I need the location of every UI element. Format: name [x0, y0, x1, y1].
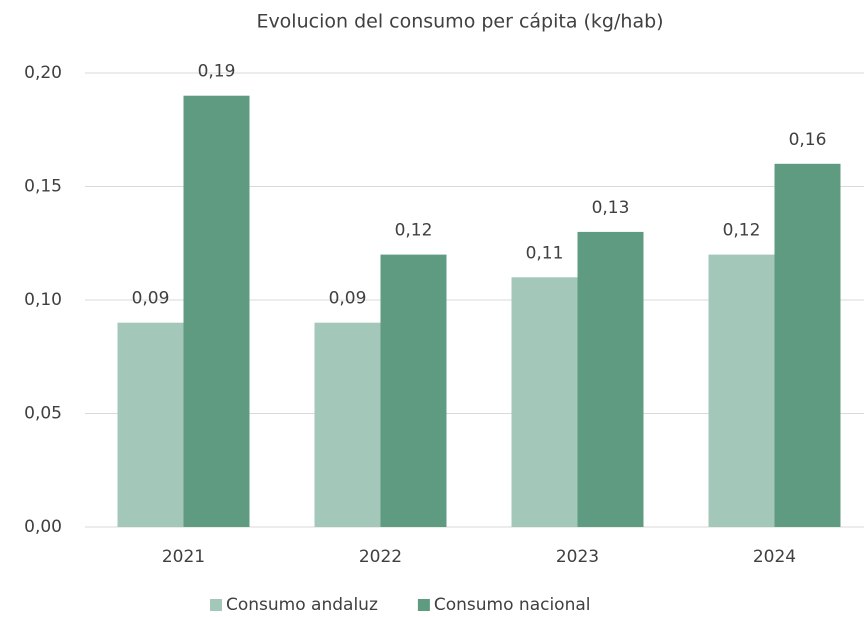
bar: [774, 163, 841, 528]
bar: [380, 254, 447, 527]
x-tick-label: 2024: [753, 547, 796, 567]
data-label: 0,12: [723, 221, 761, 241]
legend-label: Consumo nacional: [434, 595, 591, 615]
data-label: 0,09: [329, 289, 367, 309]
data-label: 0,19: [198, 62, 236, 82]
data-label: 0,12: [395, 221, 433, 241]
y-tick-label: 0,00: [24, 517, 62, 537]
bar: [314, 322, 381, 527]
x-tick-label: 2023: [556, 547, 599, 567]
chart-title: Evolucion del consumo per cápita (kg/hab…: [256, 11, 663, 33]
data-label: 0,11: [526, 243, 564, 263]
legend-swatch: [417, 599, 430, 611]
legend-label: Consumo andaluz: [226, 595, 378, 615]
bar: [511, 277, 578, 527]
y-tick-label: 0,20: [24, 63, 62, 83]
bar: [183, 95, 250, 527]
x-tick-label: 2021: [162, 547, 205, 567]
x-tick-label: 2022: [359, 547, 402, 567]
bar: [708, 254, 775, 527]
bar: [577, 231, 644, 527]
data-label: 0,09: [132, 289, 170, 309]
y-tick-label: 0,10: [24, 290, 62, 310]
data-label: 0,16: [789, 130, 827, 150]
bar: [117, 322, 184, 527]
legend-swatch: [210, 599, 222, 611]
y-tick-label: 0,05: [24, 404, 62, 424]
data-label: 0,13: [592, 198, 630, 218]
y-tick-label: 0,15: [24, 177, 62, 197]
